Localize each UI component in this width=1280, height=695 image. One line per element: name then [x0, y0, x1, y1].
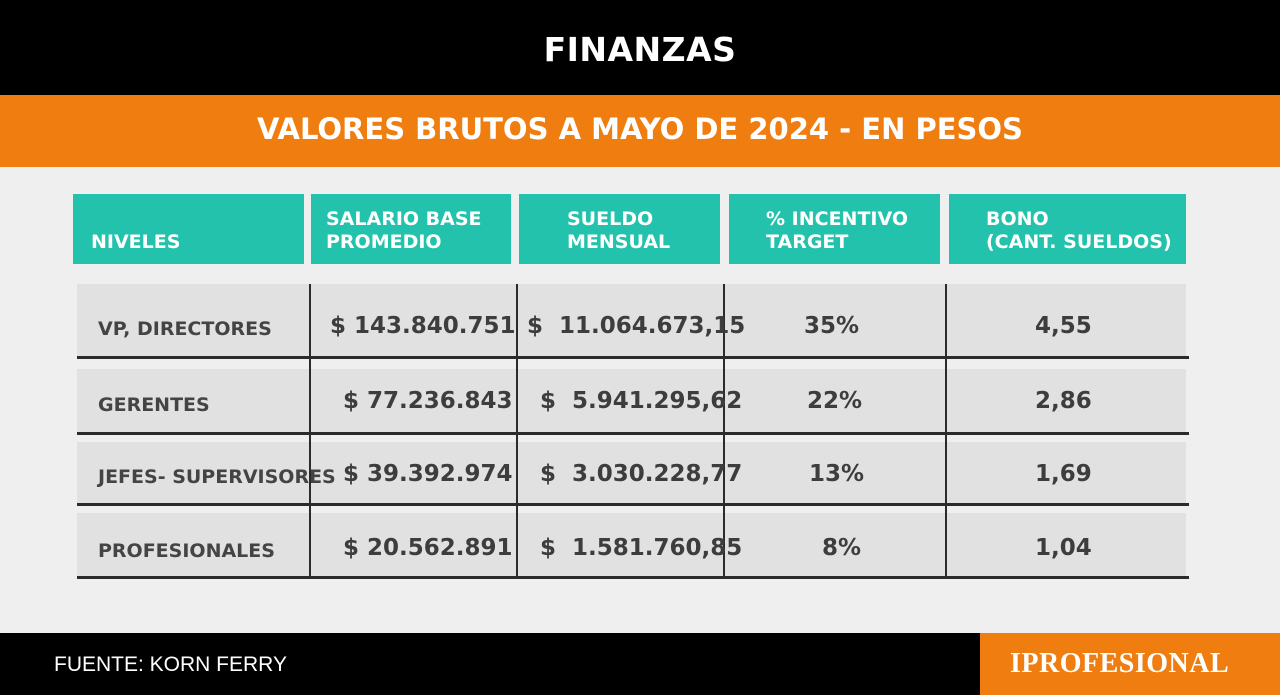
header-incentivo: % INCENTIVO TARGET: [729, 194, 940, 264]
cell-incentivo: 22%: [807, 388, 863, 414]
row-divider: [77, 356, 1189, 359]
row-bg-4: [77, 513, 1186, 576]
section-title: FINANZAS: [543, 30, 737, 69]
row-divider: [77, 432, 1189, 435]
row-label: JEFES- SUPERVISORES: [98, 466, 336, 488]
row-bg-1: [77, 284, 1186, 356]
header-salario-line1: SALARIO BASE: [326, 208, 482, 230]
cell-salario: $ 20.562.891: [343, 535, 513, 561]
header-bono-line2: (CANT. SUELDOS): [986, 231, 1172, 253]
logo-text: IPROFESIONAL: [1010, 648, 1230, 679]
header-sueldo-line2: MENSUAL: [567, 231, 671, 253]
column-divider: [516, 284, 518, 577]
column-divider: [309, 284, 311, 577]
row-label: VP, DIRECTORES: [98, 318, 272, 340]
cell-sueldo: $ 3.030.228,77: [540, 461, 743, 487]
cell-sueldo: $ 5.941.295,62: [540, 388, 743, 414]
header-niveles-line1: NIVELES: [91, 231, 181, 253]
cell-incentivo: 13%: [809, 461, 865, 487]
row-bg-3: [77, 442, 1186, 504]
cell-salario: $ 39.392.974: [343, 461, 513, 487]
header-niveles: NIVELES: [73, 194, 304, 264]
row-bg-2: [77, 369, 1186, 433]
table-subtitle: VALORES BRUTOS A MAYO DE 2024 - EN PESOS: [257, 112, 1023, 146]
cell-incentivo: 8%: [822, 535, 862, 561]
source-text: FUENTE: KORN FERRY: [54, 653, 287, 676]
iprofesional-logo: IPROFESIONAL: [980, 633, 1280, 695]
row-label: PROFESIONALES: [98, 540, 275, 562]
header-sueldo-line1: SUELDO: [567, 208, 654, 230]
cell-incentivo: 35%: [804, 313, 860, 339]
subtitle-banner: VALORES BRUTOS A MAYO DE 2024 - EN PESOS: [0, 95, 1280, 167]
column-divider: [945, 284, 947, 577]
row-label: GERENTES: [98, 394, 210, 416]
header-bono: BONO (CANT. SUELDOS): [949, 194, 1186, 264]
cell-bono: 1,69: [1035, 461, 1092, 487]
header-salario-base: SALARIO BASE PROMEDIO: [311, 194, 511, 264]
cell-bono: 1,04: [1035, 535, 1092, 561]
cell-salario: $ 77.236.843: [343, 388, 513, 414]
header-sueldo-mensual: SUELDO MENSUAL: [519, 194, 720, 264]
top-banner: FINANZAS: [0, 0, 1280, 95]
cell-bono: 4,55: [1035, 313, 1092, 339]
cell-sueldo: $ 1.581.760,85: [540, 535, 743, 561]
cell-salario: $ 143.840.751: [330, 313, 516, 339]
cell-bono: 2,86: [1035, 388, 1092, 414]
header-bono-line1: BONO: [986, 208, 1049, 230]
header-incentivo-line2: TARGET: [766, 231, 849, 253]
column-divider: [723, 284, 725, 577]
cell-sueldo: $ 11.064.673,15: [527, 313, 746, 339]
header-incentivo-line1: % INCENTIVO: [766, 208, 908, 230]
row-divider: [77, 576, 1189, 579]
row-divider: [77, 503, 1189, 506]
header-salario-line2: PROMEDIO: [326, 231, 442, 253]
